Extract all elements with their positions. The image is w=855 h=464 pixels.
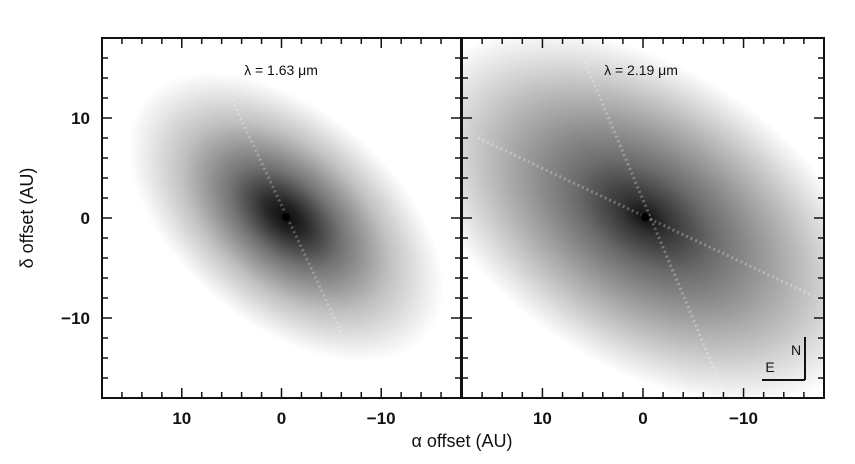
y-axis-title: δ offset (AU) <box>17 168 37 269</box>
x-tick-labels: 10 0 −10 10 0 −10 <box>172 409 758 428</box>
panel-label-left: λ = 1.63 μm <box>244 62 318 78</box>
y-tick-label: 0 <box>81 209 90 228</box>
center-source-right <box>641 213 649 221</box>
x-tick-label: 0 <box>277 409 286 428</box>
tick-marks <box>102 38 824 398</box>
center-source-left <box>282 213 290 221</box>
compass-north-label: N <box>791 342 801 358</box>
spike-right-a <box>583 61 725 391</box>
compass: N E <box>762 337 806 381</box>
spike-right-b <box>477 136 823 302</box>
x-tick-label: 10 <box>172 409 191 428</box>
x-tick-label: 0 <box>638 409 647 428</box>
y-tick-label: −10 <box>61 309 90 328</box>
panel-left <box>128 72 444 362</box>
x-tick-label: 10 <box>533 409 552 428</box>
x-axis-title: α offset (AU) <box>411 431 512 451</box>
x-tick-label: −10 <box>729 409 758 428</box>
x-tick-label: −10 <box>367 409 396 428</box>
y-tick-labels: 10 0 −10 <box>61 109 90 328</box>
panel-label-right: λ = 2.19 μm <box>604 62 678 78</box>
compass-east-label: E <box>765 359 774 375</box>
panel-right <box>462 38 824 398</box>
y-tick-label: 10 <box>71 109 90 128</box>
